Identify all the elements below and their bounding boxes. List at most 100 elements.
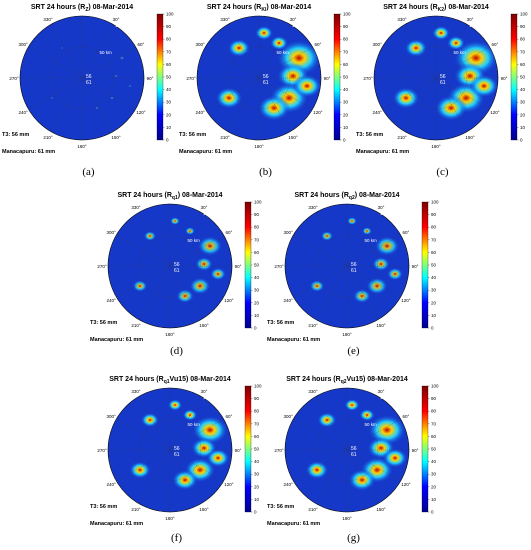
rain-cell: [362, 227, 372, 235]
rain-cell: [255, 25, 273, 41]
colorbar-tick-label: 100: [166, 12, 174, 17]
title-part: SRT 24 hours (R: [286, 376, 340, 383]
rain-cell: [206, 448, 230, 468]
angle-label: 60°: [491, 42, 498, 47]
angle-label: 300°: [195, 42, 205, 47]
range-ring: [315, 418, 379, 482]
rain-cell: [258, 95, 290, 121]
colorbar-tick-label: 30: [431, 288, 437, 293]
angle-label: 210°: [397, 135, 407, 140]
gauge-manacapuru: Manacapuru: 61 mm: [356, 149, 409, 155]
angle-label: 210°: [131, 507, 141, 512]
rain-cell: [347, 217, 357, 225]
colorbar-tick-label: 80: [520, 37, 526, 42]
colorbar-tick-label: 70: [254, 237, 260, 242]
rain-cell: [170, 217, 180, 225]
radar-panel: SRT 24 hours (Rq2Vu15) 08-Mar-2014 30° 60°…: [267, 376, 439, 527]
caption: (a): [82, 166, 95, 178]
angle-label: 180°: [77, 144, 87, 149]
colorbar-tick-label: 30: [166, 100, 172, 105]
colorbar-tick-label: 60: [166, 62, 172, 67]
title-part: Z: [85, 7, 88, 13]
range-label: 50 km: [188, 238, 201, 243]
angle-label: 90°: [235, 448, 242, 453]
rain-field: [50, 47, 132, 110]
radar-panel: SRT 24 hours (Rq1) 08-Mar-2014 30° 60° 90° 1…: [90, 192, 262, 343]
rain-cell: [60, 47, 64, 49]
colorbar-tick-label: 10: [254, 497, 260, 502]
angle-label: 210°: [308, 323, 318, 328]
angle-label: 240°: [283, 482, 293, 487]
colorbar-tick-label: 70: [520, 49, 526, 54]
rain-cell: [215, 87, 243, 109]
colorbar-tick-label: 90: [254, 212, 260, 217]
colorbar-tick-label: 0: [431, 326, 434, 331]
range-ring: [138, 418, 202, 482]
angle-label: 150°: [199, 323, 209, 328]
angle-label: 120°: [401, 298, 411, 303]
colorbar-tick-label: 40: [520, 87, 526, 92]
rain-cell: [344, 398, 360, 412]
colorbar-tick-label: 80: [431, 225, 437, 230]
caption: (c): [436, 166, 449, 178]
colorbar-tick-label: 20: [166, 112, 172, 117]
range-ring: [107, 387, 233, 513]
angle-label: 300°: [106, 230, 116, 235]
angle-label: 150°: [288, 135, 298, 140]
angle-label: 120°: [401, 482, 411, 487]
rain-field: [392, 25, 498, 121]
angle-label: 270°: [9, 76, 19, 81]
angle-label: 90°: [235, 264, 242, 269]
range-ring: [227, 46, 291, 110]
colorbar: [421, 385, 429, 513]
colorbar-tick-label: 70: [343, 49, 349, 54]
angle-label: 330°: [220, 17, 230, 22]
rain-cell: [374, 236, 400, 256]
radial-line: [315, 212, 348, 267]
angle-label: 30°: [290, 17, 297, 22]
caption: (e): [347, 345, 360, 357]
colorbar-tick-label: 70: [431, 237, 437, 242]
angle-label: 330°: [43, 17, 53, 22]
range-label: 100 km: [203, 395, 218, 400]
colorbar-tick-label: 0: [343, 138, 346, 143]
angle-label: 300°: [283, 414, 293, 419]
colorbar-tick-label: 100: [431, 200, 439, 205]
angle-label: 330°: [397, 17, 407, 22]
colorbar-tick-label: 40: [166, 87, 172, 92]
angle-label: 30°: [467, 17, 474, 22]
colorbar-tick-label: 60: [520, 62, 526, 67]
rain-cell: [114, 74, 118, 78]
angle-label: 180°: [165, 332, 175, 337]
angle-label: 270°: [97, 448, 107, 453]
colorbar-tick-label: 100: [520, 12, 528, 17]
angle-label: 30°: [201, 205, 208, 210]
angle-label: 60°: [225, 414, 232, 419]
gauge-marker: 56: [351, 262, 357, 268]
angle-label: 330°: [308, 205, 318, 210]
gauge-t3: T3: 56 mm: [267, 320, 294, 326]
radar-panel: SRT 24 hours (Rq1Vu15) 08-Mar-2014 30° 60°…: [90, 376, 262, 527]
colorbar-tick-label: 50: [254, 447, 260, 452]
angle-label: 60°: [137, 42, 144, 47]
title-part: SRT 24 hours (R: [207, 4, 261, 11]
rain-cell: [366, 277, 388, 295]
angle-label: 150°: [465, 135, 475, 140]
panel-title: SRT 24 hours (RKI) 08-Mar-2014: [207, 4, 311, 13]
rain-cell: [185, 227, 195, 235]
range-ring: [138, 234, 202, 298]
gauge-marker: 56: [174, 262, 180, 268]
colorbar-tick-label: 70: [431, 421, 437, 426]
colorbar-tick-label: 0: [431, 510, 434, 515]
angle-label: 180°: [431, 144, 441, 149]
colorbar-tick-label: 20: [431, 484, 437, 489]
radial-line: [138, 212, 171, 267]
colorbar-tick-label: 60: [254, 250, 260, 255]
radial-line: [404, 24, 437, 79]
panel-title: SRT 24 hours (RK2) 08-Mar-2014: [383, 4, 489, 13]
angle-label: 120°: [490, 110, 500, 115]
range-ring: [19, 15, 145, 141]
angle-label: 300°: [106, 414, 116, 419]
angle-label: 30°: [378, 389, 385, 394]
title-part: q1: [164, 379, 170, 385]
